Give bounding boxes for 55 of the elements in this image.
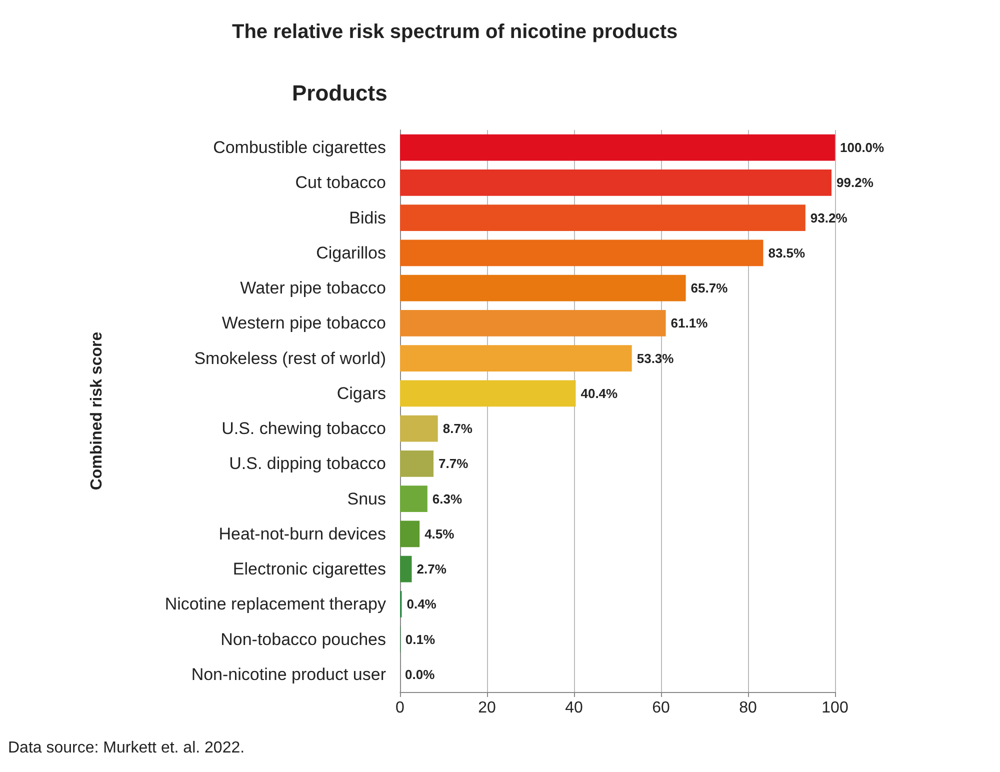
bar — [400, 415, 438, 442]
y-tick-label: Snus — [347, 489, 386, 508]
x-tick-label: 20 — [478, 700, 496, 716]
bar — [400, 520, 420, 548]
x-tick-label: 100 — [822, 700, 848, 716]
y-tick-label: Water pipe tobacco — [240, 278, 386, 298]
y-tick-label: Cut tobacco — [295, 173, 386, 192]
data-label: 4.5% — [424, 526, 455, 542]
data-label: 99.2% — [836, 175, 874, 190]
y-tick-label: Cigars — [336, 384, 386, 403]
data-label: 83.5% — [768, 245, 806, 260]
x-tick-label: 80 — [739, 700, 757, 716]
x-tick-label: 40 — [565, 700, 583, 716]
bar — [400, 204, 806, 231]
data-label: 2.7% — [416, 562, 447, 577]
bar — [400, 380, 576, 407]
y-axis-title: Combined risk score — [88, 332, 106, 490]
bar — [400, 486, 428, 512]
data-label: 93.2% — [810, 210, 848, 226]
y-tick-label: Heat-not-burn devices — [218, 524, 386, 544]
y-tick-label: Combustible cigarettes — [213, 138, 386, 158]
data-label: 40.4% — [580, 386, 618, 401]
data-label: 0.1% — [405, 632, 436, 647]
data-label: 61.1% — [670, 316, 708, 331]
bar — [400, 170, 832, 196]
data-label: 8.7% — [442, 421, 473, 436]
data-label: 65.7% — [690, 280, 728, 296]
bar — [400, 556, 412, 582]
data-label: 7.7% — [438, 456, 469, 472]
y-tick-label: Non-nicotine product user — [191, 664, 386, 684]
bar — [400, 450, 434, 477]
bar — [400, 240, 764, 266]
source-note: Data source: Murkett et. al. 2022. — [8, 740, 245, 756]
bar — [400, 345, 632, 372]
y-tick-label: Non-tobacco pouches — [220, 630, 386, 649]
y-tick-label: Cigarillos — [316, 243, 386, 262]
y-tick-label: U.S. chewing tobacco — [222, 419, 386, 438]
chart-title: The relative risk spectrum of nicotine products — [232, 21, 678, 43]
x-tick-label: 60 — [652, 700, 670, 716]
y-tick-label: Western pipe tobacco — [222, 314, 386, 333]
data-label: 0.4% — [406, 596, 437, 612]
data-label: 53.3% — [636, 350, 674, 366]
data-label: 6.3% — [432, 491, 462, 506]
data-label: 100.0% — [840, 140, 885, 156]
y-tick-label: U.S. dipping tobacco — [229, 454, 386, 474]
y-tick-label: Electronic cigarettes — [232, 560, 386, 579]
y-tick-label: Nicotine replacement therapy — [164, 594, 386, 614]
y-tick-label: Smokeless (rest of world) — [194, 348, 386, 368]
data-label: 0.0% — [405, 666, 436, 682]
y-tick-label: Bidis — [349, 208, 386, 228]
x-tick-label: 0 — [396, 700, 405, 716]
text: Products — [292, 80, 388, 106]
bar — [400, 274, 686, 302]
bar — [400, 310, 666, 336]
bar — [400, 134, 835, 161]
